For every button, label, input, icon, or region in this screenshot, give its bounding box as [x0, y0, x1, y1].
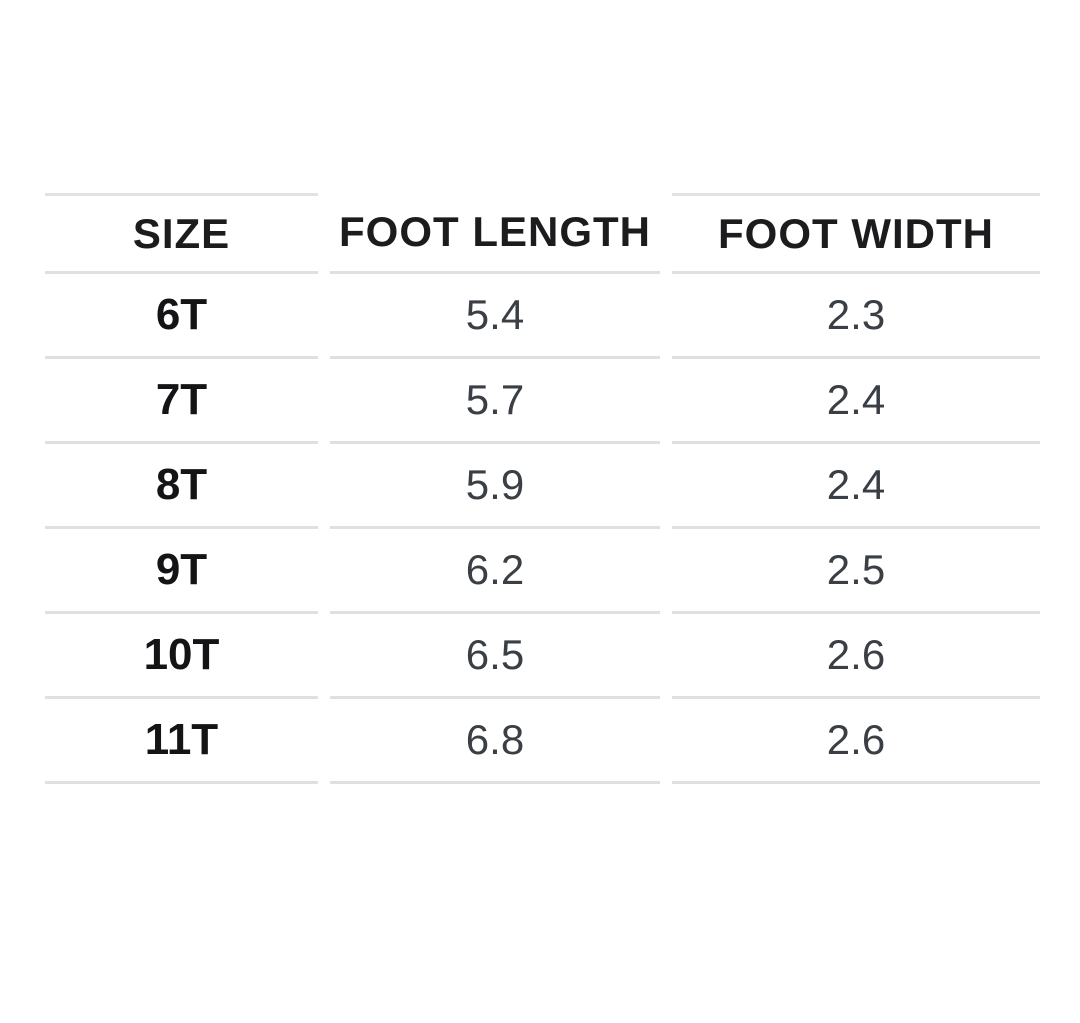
foot-width-cell: 2.5: [672, 529, 1040, 614]
foot-length-cell: 6.8: [330, 699, 660, 784]
size-cell: 9T: [45, 529, 318, 614]
foot-length-cell: 5.7: [330, 359, 660, 444]
size-cell: 10T: [45, 614, 318, 699]
foot-length-cell: 5.4: [330, 274, 660, 359]
foot-width-cell: 2.6: [672, 699, 1040, 784]
foot-length-cell: 6.2: [330, 529, 660, 614]
foot-length-cell: 5.9: [330, 444, 660, 529]
column-header-foot-length: FOOT LENGTH: [330, 193, 660, 274]
foot-width-cell: 2.3: [672, 274, 1040, 359]
foot-width-cell: 2.4: [672, 444, 1040, 529]
column-header-foot-width: FOOT WIDTH: [672, 193, 1040, 274]
size-cell: 7T: [45, 359, 318, 444]
foot-width-cell: 2.4: [672, 359, 1040, 444]
foot-width-cell: 2.6: [672, 614, 1040, 699]
size-cell: 8T: [45, 444, 318, 529]
size-cell: 11T: [45, 699, 318, 784]
column-header-size: SIZE: [45, 193, 318, 274]
foot-length-cell: 6.5: [330, 614, 660, 699]
size-chart-table: SIZE FOOT LENGTH FOOT WIDTH 6T 5.4 2.3 7…: [45, 193, 1040, 784]
size-cell: 6T: [45, 274, 318, 359]
